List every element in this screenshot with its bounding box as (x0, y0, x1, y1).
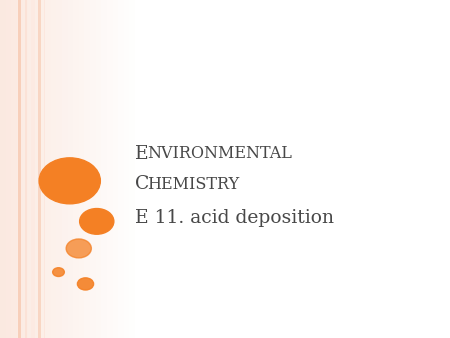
Bar (45, 0, 50, 338)
Text: NVIRONMENTAL: NVIRONMENTAL (148, 145, 292, 162)
Bar (18, 0, 21, 338)
Bar (25, 0, 27, 338)
Circle shape (53, 268, 64, 276)
Bar (90, 0, 95, 338)
Bar (101, 0, 107, 338)
Bar (118, 0, 124, 338)
Bar (79, 0, 85, 338)
Bar (112, 0, 118, 338)
Bar (34, 0, 40, 338)
Text: E 11. acid deposition: E 11. acid deposition (135, 209, 334, 227)
Bar (95, 0, 101, 338)
Bar (85, 0, 90, 338)
Bar (124, 0, 130, 338)
Circle shape (77, 278, 94, 290)
Bar (40, 0, 45, 338)
Bar (11, 0, 17, 338)
Bar (44, 0, 45, 338)
Circle shape (80, 209, 114, 234)
Text: E: E (135, 145, 148, 163)
Bar (62, 0, 68, 338)
Circle shape (39, 158, 100, 204)
Bar (28, 0, 34, 338)
Bar (56, 0, 62, 338)
Bar (38, 0, 40, 338)
Bar (68, 0, 73, 338)
Bar (50, 0, 56, 338)
Bar (0, 0, 5, 338)
Bar (5, 0, 11, 338)
Text: HEMISTRY: HEMISTRY (148, 176, 240, 193)
Text: C: C (135, 175, 149, 193)
Bar (22, 0, 28, 338)
Bar (130, 0, 135, 338)
Bar (17, 0, 22, 338)
Bar (107, 0, 112, 338)
Circle shape (66, 239, 91, 258)
Bar (31, 0, 35, 338)
Bar (73, 0, 79, 338)
